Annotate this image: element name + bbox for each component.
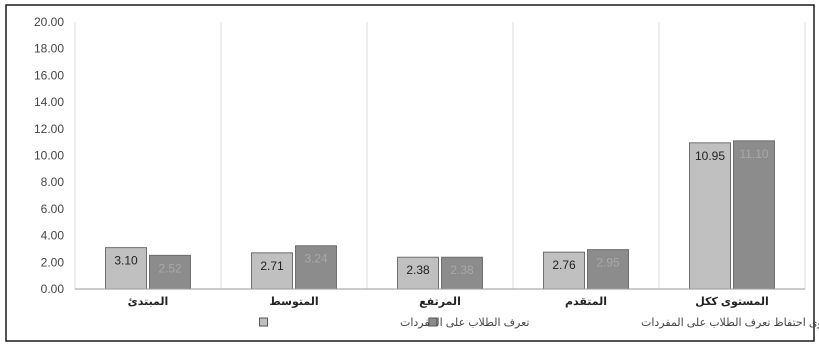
category-label: المتقدم [565,296,607,308]
data-label-series-1: 2.76 [552,258,576,272]
y-tick-label: 18.00 [34,42,64,56]
y-tick-label: 2.00 [41,255,65,269]
legend-label-series-2: مستوى احتفاظ تعرف الطلاب على المفردات [641,317,819,329]
data-label-series-1: 2.71 [260,259,284,273]
y-tick-label: 16.00 [34,68,64,82]
y-tick-label: 14.00 [34,95,64,109]
y-tick-label: 20.00 [34,15,64,29]
data-label-series-1: 3.10 [114,254,138,268]
category-label: المبتدئ [128,296,169,308]
data-label-series-1: 10.95 [695,149,725,163]
data-label-series-2: 2.52 [158,261,182,275]
y-tick-label: 10.00 [34,149,64,163]
data-label-series-2: 3.24 [304,252,328,266]
bar-series-2 [734,141,775,289]
category-label: المستوى ككل [695,296,769,308]
legend-swatch-series-2 [429,318,437,326]
data-label-series-2: 2.38 [450,263,474,277]
y-tick-label: 12.00 [34,122,64,136]
bar-series-1 [690,143,731,289]
data-label-series-2: 11.10 [739,147,768,161]
data-label-series-1: 2.38 [406,263,430,277]
category-label: المتوسط [269,296,318,308]
legend-swatch-series-1 [260,318,268,326]
legend-label-series-1: تعرف الطلاب على المفردات [400,317,529,329]
y-tick-label: 6.00 [41,202,65,216]
data-label-series-2: 2.95 [596,256,620,270]
category-label: المرتفع [419,296,461,308]
y-tick-label: 4.00 [41,229,65,243]
y-tick-label: 0.00 [41,282,65,296]
y-tick-label: 8.00 [41,175,65,189]
